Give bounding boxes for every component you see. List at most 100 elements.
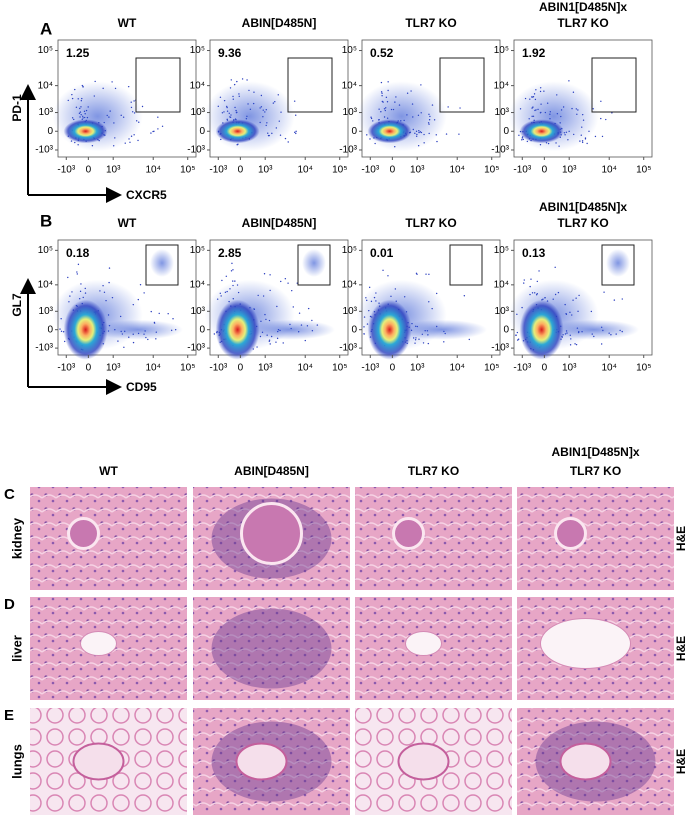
airway	[559, 742, 612, 781]
event-dot	[269, 274, 271, 276]
plot-title: TLR7 KO	[405, 216, 456, 230]
event-dot	[523, 279, 525, 281]
histology-image	[193, 597, 350, 700]
event-dot	[603, 291, 605, 293]
plot-title: WT	[118, 216, 137, 230]
plot-title: ABIN1[D485N]x	[539, 0, 627, 14]
density-core	[519, 119, 564, 144]
density-core	[215, 299, 260, 360]
event-dot	[515, 334, 517, 337]
y-tick-label: 10³	[39, 306, 54, 317]
event-dot	[284, 137, 287, 140]
y-tick-label: 10⁵	[190, 245, 205, 256]
event-dot	[536, 280, 539, 283]
y-tick-label: -10³	[491, 343, 509, 354]
y-tick-label: 0	[351, 126, 357, 137]
event-dot	[141, 105, 144, 108]
event-dot	[150, 310, 152, 313]
y-tick-label: 0	[199, 126, 205, 137]
event-dot	[600, 117, 602, 120]
x-tick-label: -10³	[57, 165, 75, 176]
column-title: TLR7 KO	[408, 464, 459, 478]
density-haze	[549, 319, 639, 340]
event-dot	[554, 266, 556, 269]
stain-label: H&E	[674, 636, 688, 661]
x-tick-label: 0	[542, 165, 548, 176]
gate-value: 2.85	[218, 246, 242, 260]
event-dot	[605, 118, 607, 121]
event-dot	[427, 342, 430, 345]
x-tick-label: 10⁴	[298, 363, 313, 374]
event-dot	[294, 131, 296, 134]
event-dot	[230, 270, 233, 272]
density-haze	[245, 319, 335, 340]
y-tick-label: 10⁴	[342, 279, 357, 290]
gate	[297, 244, 331, 286]
x-tick-label: 10³	[258, 363, 273, 374]
x-tick-label: 0	[238, 363, 244, 374]
event-dot	[63, 340, 66, 343]
event-dot	[232, 269, 234, 271]
event-dot	[108, 267, 111, 269]
event-dot	[468, 338, 470, 341]
event-dot	[613, 299, 616, 301]
y-tick-label: 10⁴	[38, 80, 53, 91]
x-tick-label: 10³	[410, 165, 425, 176]
event-dot	[150, 132, 152, 134]
y-tick-label: 10³	[495, 107, 510, 118]
event-dot	[368, 286, 371, 289]
stain-label: H&E	[674, 749, 688, 774]
y-tick-label: 10⁵	[38, 45, 53, 56]
x-tick-label: -10³	[361, 165, 379, 176]
glomerulus	[392, 517, 425, 550]
y-tick-label: 0	[47, 324, 53, 335]
y-tick-label: -10³	[187, 145, 205, 156]
event-dot	[295, 130, 297, 133]
x-tick-label: -10³	[209, 165, 227, 176]
plot-title: WT	[118, 16, 137, 30]
y-tick-label: 10⁴	[38, 279, 53, 290]
density-core	[215, 119, 260, 144]
tissue-label: kidney	[9, 517, 24, 559]
event-dot	[538, 270, 540, 272]
event-dot	[295, 132, 297, 135]
density-haze	[93, 319, 183, 340]
event-dot	[139, 284, 142, 286]
event-dot	[443, 341, 445, 343]
vessel	[540, 618, 631, 669]
y-tick-label: 10⁵	[342, 45, 357, 56]
y-tick-label: 0	[503, 126, 509, 137]
gate	[591, 57, 637, 113]
y-tick-label: 10⁵	[342, 245, 357, 256]
event-dot	[298, 312, 301, 314]
plot-title: TLR7 KO	[557, 16, 608, 30]
event-dot	[129, 141, 131, 143]
x-tick-label: 10⁴	[602, 363, 617, 374]
y-tick-label: 10⁴	[494, 279, 509, 290]
y-tick-label: 10⁵	[494, 245, 509, 256]
x-tick-label: 10⁴	[298, 165, 313, 176]
event-dot	[221, 279, 223, 282]
density-core	[367, 119, 412, 144]
event-dot	[568, 80, 570, 82]
x-tick-label: 0	[86, 165, 92, 176]
event-dot	[387, 275, 389, 277]
event-dot	[445, 133, 448, 135]
plot-title: ABIN1[D485N]x	[539, 200, 627, 214]
event-dot	[415, 272, 418, 275]
stain-label: H&E	[674, 526, 688, 551]
density-core	[63, 119, 108, 144]
density-haze	[397, 319, 487, 340]
x-tick-label: 10⁴	[146, 363, 161, 374]
event-dot	[459, 107, 461, 109]
event-dot	[304, 339, 306, 342]
event-dot	[225, 275, 228, 277]
panel-label: B	[40, 211, 52, 230]
y-tick-label: -10³	[339, 343, 357, 354]
event-dot	[458, 133, 460, 135]
x-tick-label: 10⁵	[180, 363, 195, 374]
gc-cluster	[606, 249, 630, 277]
gc-cluster	[302, 249, 326, 277]
x-tick-label: 10⁵	[332, 165, 347, 176]
